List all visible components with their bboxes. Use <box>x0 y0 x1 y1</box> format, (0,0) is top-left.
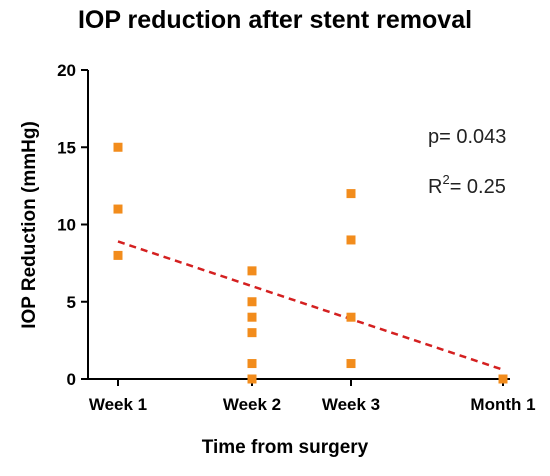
data-point <box>346 359 356 369</box>
r-squared-suffix: = 0.25 <box>450 176 506 198</box>
y-tick-label: 5 <box>67 293 76 312</box>
y-tick-label: 15 <box>57 138 76 157</box>
x-tick-label: Week 3 <box>322 395 380 414</box>
data-point <box>247 359 257 369</box>
r-squared-superscript: 2 <box>442 172 449 187</box>
y-tick-label: 10 <box>57 216 76 235</box>
data-point <box>346 189 356 199</box>
x-tick-label: Month 1 <box>470 395 535 414</box>
y-tick-label: 20 <box>57 61 76 80</box>
x-tick-label: Week 2 <box>223 395 281 414</box>
x-axis-label: Time from surgery <box>202 437 369 458</box>
data-point <box>113 204 123 214</box>
r-squared-prefix: R <box>428 176 442 198</box>
data-point <box>247 297 257 307</box>
y-axis-label: IOP Reduction (mmHg) <box>19 121 40 329</box>
y-tick-label: 0 <box>67 370 76 389</box>
x-tick-label: Week 1 <box>89 395 147 414</box>
data-point <box>346 235 356 245</box>
data-point <box>346 312 356 322</box>
data-point <box>247 312 257 322</box>
trendline <box>117 240 504 371</box>
data-point <box>113 250 123 260</box>
data-point <box>247 328 257 338</box>
data-point <box>498 374 508 384</box>
chart-title: IOP reduction after stent removal <box>78 6 472 34</box>
data-point <box>247 374 257 384</box>
p-value-annotation: p= 0.043 <box>428 126 506 148</box>
data-point <box>113 142 123 152</box>
r-squared-annotation: R2= 0.25 <box>428 172 506 198</box>
plot-area: 0 5 10 15 20 Week 1 Week 2 Week 3 Month 1 <box>57 61 536 414</box>
data-point <box>247 266 257 276</box>
